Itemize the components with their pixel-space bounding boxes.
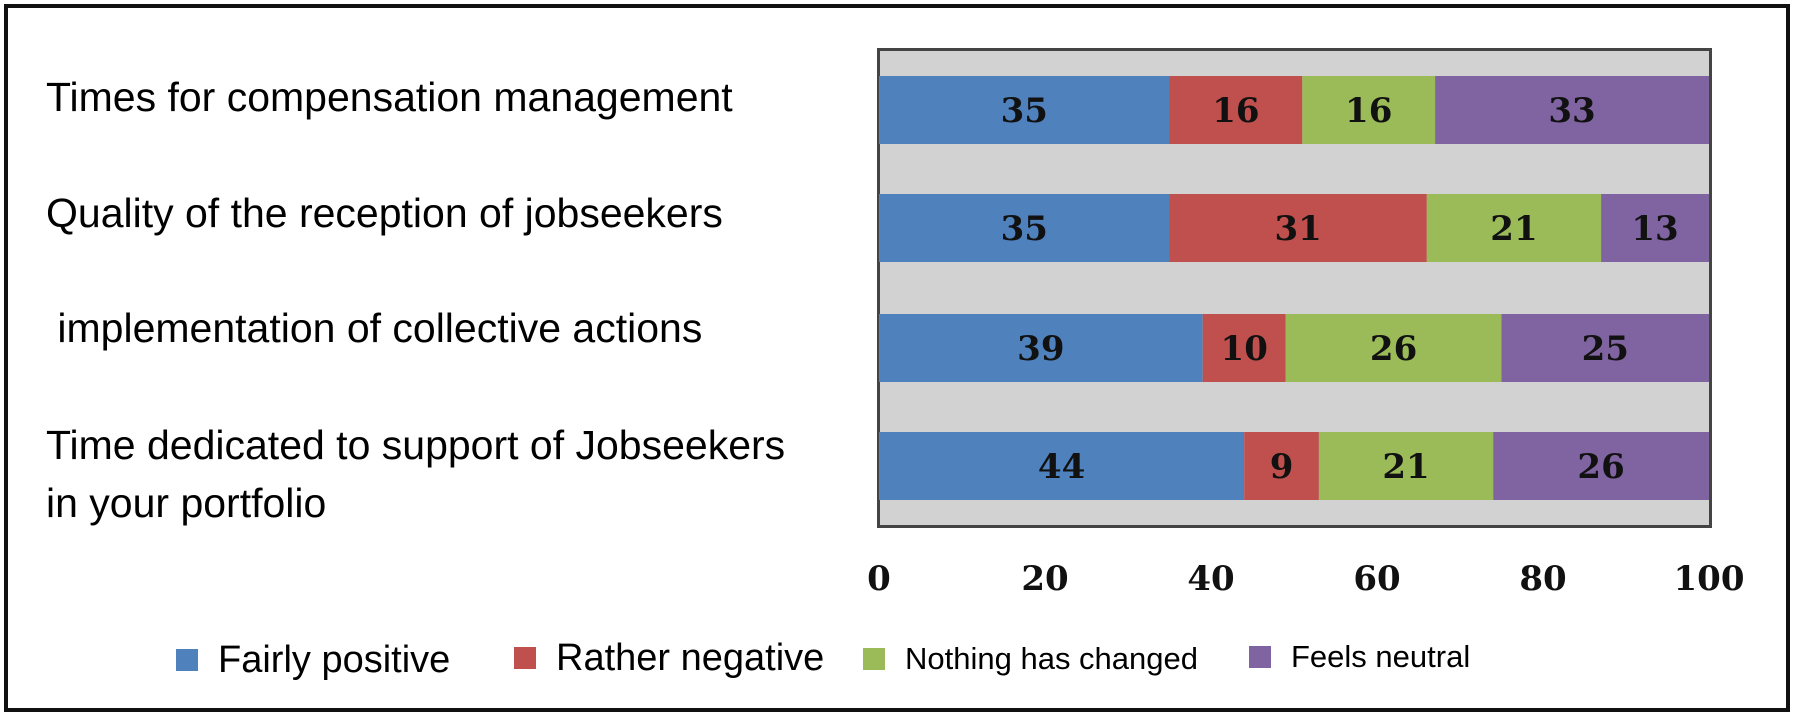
bar-nothing-has-changed-3 — [1318, 432, 1494, 500]
category-label-0: Times for compensation management — [46, 74, 733, 120]
bar-fairly-positive-2 — [879, 314, 1203, 382]
bar-nothing-has-changed-1 — [1426, 194, 1602, 262]
data-label-fairly-positive-1: 35 — [1001, 209, 1048, 249]
legend-label-nothing-has-changed: Nothing has changed — [905, 641, 1199, 676]
data-label-rather-negative-0: 16 — [1212, 91, 1259, 131]
data-label-feels-neutral-2: 25 — [1582, 329, 1629, 369]
data-label-fairly-positive-0: 35 — [1001, 91, 1048, 131]
bar-nothing-has-changed-0 — [1302, 76, 1436, 144]
bar-feels-neutral-1 — [1601, 194, 1709, 262]
legend-label-rather-negative: Rather negative — [556, 637, 825, 679]
data-label-feels-neutral-1: 13 — [1631, 209, 1678, 249]
legend-label-feels-neutral: Feels neutral — [1291, 639, 1471, 674]
x-tick-label-80: 80 — [1519, 559, 1566, 599]
bar-rather-negative-3 — [1244, 432, 1319, 500]
legend-swatch-fairly-positive — [176, 649, 198, 671]
data-label-rather-negative-2: 10 — [1221, 329, 1268, 369]
data-label-nothing-has-changed-2: 26 — [1370, 329, 1417, 369]
data-label-feels-neutral-0: 33 — [1548, 91, 1595, 131]
data-label-rather-negative-1: 31 — [1274, 209, 1321, 249]
legend-swatch-feels-neutral — [1249, 646, 1271, 668]
bar-feels-neutral-2 — [1501, 314, 1709, 382]
legend-item-rather-negative: Rather negative — [514, 638, 824, 678]
data-label-feels-neutral-3: 26 — [1577, 447, 1624, 487]
data-label-rather-negative-3: 9 — [1270, 447, 1294, 487]
x-tick-label-20: 20 — [1021, 559, 1068, 599]
legend-item-feels-neutral: Feels neutral — [1249, 637, 1470, 677]
category-label-1: Quality of the reception of jobseekers — [46, 190, 723, 236]
x-tick-label-60: 60 — [1353, 559, 1400, 599]
legend-item-nothing-has-changed: Nothing has changed — [863, 639, 1198, 679]
x-tick-label-0: 0 — [867, 559, 891, 599]
x-tick-label-100: 100 — [1674, 559, 1745, 599]
category-label-2: implementation of collective actions — [46, 305, 703, 351]
data-label-fairly-positive-2: 39 — [1017, 329, 1064, 369]
legend-swatch-rather-negative — [514, 647, 536, 669]
legend-swatch-nothing-has-changed — [863, 648, 885, 670]
x-tick-label-40: 40 — [1187, 559, 1234, 599]
data-label-nothing-has-changed-0: 16 — [1345, 91, 1392, 131]
bar-feels-neutral-3 — [1493, 432, 1709, 500]
data-label-nothing-has-changed-1: 21 — [1490, 209, 1537, 249]
bar-rather-negative-2 — [1202, 314, 1286, 382]
data-label-nothing-has-changed-3: 21 — [1382, 447, 1429, 487]
bar-rather-negative-0 — [1169, 76, 1303, 144]
legend-label-fairly-positive: Fairly positive — [218, 639, 451, 681]
bar-nothing-has-changed-2 — [1285, 314, 1502, 382]
legend-item-fairly-positive: Fairly positive — [176, 640, 450, 680]
bar-rather-negative-1 — [1169, 194, 1427, 262]
bar-feels-neutral-0 — [1435, 76, 1709, 144]
bar-fairly-positive-3 — [879, 432, 1245, 500]
category-label-3: Time dedicated to support of Jobseekers … — [46, 422, 786, 526]
bar-fairly-positive-0 — [879, 76, 1170, 144]
data-label-fairly-positive-3: 44 — [1038, 447, 1085, 487]
bar-fairly-positive-1 — [879, 194, 1170, 262]
